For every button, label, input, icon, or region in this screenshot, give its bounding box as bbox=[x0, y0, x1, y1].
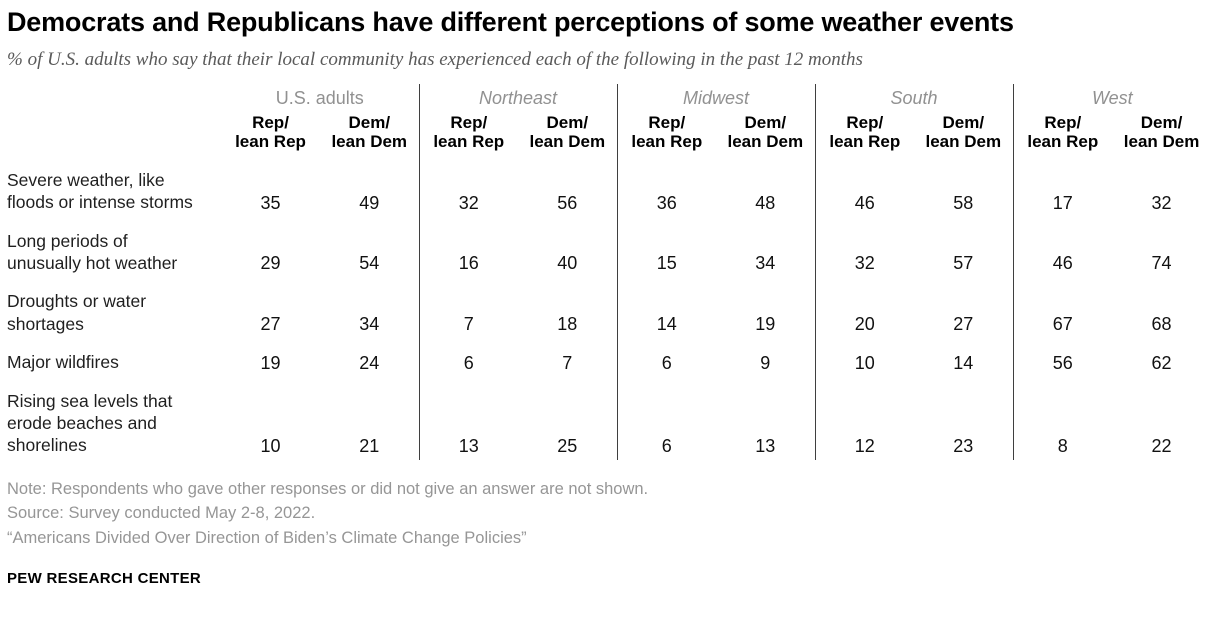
subcolumn-header-u-s-adults-rep: Rep/ lean Rep bbox=[235, 112, 306, 151]
value-cell: 49 bbox=[359, 192, 380, 213]
header-row-groups: U.S. adults Northeast Midwest South West bbox=[7, 83, 1212, 111]
corner-cell bbox=[7, 111, 221, 156]
subcolumn-header-northeast-dem: Dem/ lean Dem bbox=[529, 112, 606, 151]
value-cell: 54 bbox=[359, 253, 380, 274]
data-table: U.S. adults Northeast Midwest South West Rep/… bbox=[7, 83, 1212, 460]
value-cell: 56 bbox=[557, 192, 578, 213]
value-cell: 74 bbox=[1151, 253, 1172, 274]
value-cell: 46 bbox=[1012, 216, 1113, 278]
value-cell: 67 bbox=[1012, 277, 1113, 339]
value-cell: 19 bbox=[260, 352, 281, 373]
table-row: Rising sea levels that erode beaches and… bbox=[7, 376, 1211, 460]
value-cell: 19 bbox=[755, 314, 776, 335]
column-group-u-s-adults: U.S. adults bbox=[275, 87, 364, 108]
value-cell: 10 bbox=[260, 435, 281, 456]
value-cell: 20 bbox=[814, 277, 915, 339]
report-title-line: “Americans Divided Over Direction of Bid… bbox=[7, 529, 527, 548]
value-cell: 23 bbox=[953, 435, 974, 456]
subcolumn-header-midwest-dem: Dem/ lean Dem bbox=[727, 112, 804, 151]
value-cell: 56 bbox=[1012, 338, 1113, 377]
value-cell: 40 bbox=[557, 253, 578, 274]
value-cell: 21 bbox=[359, 435, 380, 456]
subcolumn-header-u-s-adults-dem: Dem/ lean Dem bbox=[331, 112, 408, 151]
subcolumn-header-west-rep: Rep/ lean Rep bbox=[1012, 110, 1113, 156]
value-cell: 36 bbox=[616, 155, 717, 217]
value-cell: 13 bbox=[418, 376, 519, 460]
row-label: Severe weather, like floods or intense s… bbox=[7, 169, 193, 213]
value-cell: 13 bbox=[755, 435, 776, 456]
page-title: Democrats and Republicans have different… bbox=[7, 7, 1014, 37]
value-cell: 15 bbox=[616, 216, 717, 278]
column-group-south: South bbox=[814, 83, 1014, 111]
table-row: Major wildfires 19 24 6 7 6 9 10 14 56 62 bbox=[7, 338, 1211, 377]
subcolumn-header-west-dem: Dem/ lean Dem bbox=[1123, 112, 1200, 151]
value-cell: 18 bbox=[557, 314, 578, 335]
figure-subtitle: % of U.S. adults who say that their loca… bbox=[7, 48, 863, 70]
source-line: Source: Survey conducted May 2-8, 2022. bbox=[7, 504, 316, 523]
column-group-west: West bbox=[1012, 83, 1212, 111]
subcolumn-header-south-rep: Rep/ lean Rep bbox=[814, 110, 915, 156]
value-cell: 46 bbox=[814, 155, 915, 217]
pew-research-center-wordmark: PEW RESEARCH CENTER bbox=[7, 569, 202, 587]
value-cell: 17 bbox=[1012, 155, 1113, 217]
value-cell: 14 bbox=[953, 352, 974, 373]
header-row-subcolumns: Rep/ lean Rep Dem/ lean Dem Rep/ lean Rep D… bbox=[7, 110, 1211, 156]
row-label: Long periods of unusually hot weather bbox=[7, 230, 178, 273]
value-cell: 8 bbox=[1012, 376, 1113, 460]
pew-figure: Democrats and Republicans have different… bbox=[7, 7, 1212, 587]
row-label: Rising sea levels that erode beaches and… bbox=[7, 390, 173, 456]
column-group-northeast: Northeast bbox=[418, 83, 618, 111]
value-cell: 35 bbox=[260, 192, 281, 213]
value-cell: 68 bbox=[1151, 314, 1172, 335]
value-cell: 22 bbox=[1151, 435, 1172, 456]
value-cell: 24 bbox=[359, 352, 380, 373]
column-group-midwest: Midwest bbox=[616, 83, 816, 111]
value-cell: 16 bbox=[418, 216, 519, 278]
value-cell: 27 bbox=[953, 314, 974, 335]
value-cell: 62 bbox=[1151, 352, 1172, 373]
subcolumn-header-northeast-rep: Rep/ lean Rep bbox=[418, 110, 519, 156]
value-cell: 32 bbox=[1151, 192, 1172, 213]
value-cell: 25 bbox=[557, 435, 578, 456]
value-cell: 6 bbox=[616, 376, 717, 460]
value-cell: 7 bbox=[418, 277, 519, 339]
value-cell: 32 bbox=[814, 216, 915, 278]
value-cell: 48 bbox=[755, 192, 776, 213]
value-cell: 6 bbox=[616, 338, 717, 377]
row-label: Droughts or water shortages bbox=[7, 291, 147, 334]
value-cell: 7 bbox=[562, 352, 573, 373]
value-cell: 58 bbox=[953, 192, 974, 213]
note-line: Note: Respondents who gave other respons… bbox=[7, 479, 649, 498]
subcolumn-header-midwest-rep: Rep/ lean Rep bbox=[616, 110, 717, 156]
corner-cell bbox=[7, 84, 221, 111]
value-cell: 32 bbox=[418, 155, 519, 217]
value-cell: 6 bbox=[418, 338, 519, 377]
value-cell: 14 bbox=[616, 277, 717, 339]
value-cell: 29 bbox=[260, 253, 281, 274]
value-cell: 10 bbox=[814, 338, 915, 377]
row-label: Major wildfires bbox=[7, 352, 119, 373]
value-cell: 57 bbox=[953, 253, 974, 274]
footnotes: Note: Respondents who gave other respons… bbox=[7, 477, 1210, 551]
value-cell: 9 bbox=[760, 352, 771, 373]
value-cell: 34 bbox=[755, 253, 776, 274]
value-cell: 12 bbox=[814, 376, 915, 460]
table-row: Droughts or water shortages 27 34 7 18 14 19 20… bbox=[7, 277, 1211, 339]
table-row: Long periods of unusually hot weather 29 5… bbox=[7, 216, 1211, 278]
table-row: Severe weather, like floods or intense s… bbox=[7, 155, 1211, 217]
value-cell: 34 bbox=[359, 314, 380, 335]
value-cell: 27 bbox=[260, 314, 281, 335]
subcolumn-header-south-dem: Dem/ lean Dem bbox=[925, 112, 1002, 151]
